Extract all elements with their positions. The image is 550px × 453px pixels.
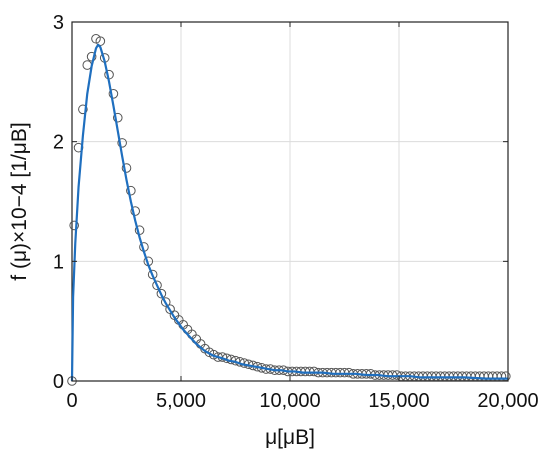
grid bbox=[72, 22, 508, 381]
y-tick-label: 0 bbox=[53, 371, 64, 393]
data-point bbox=[108, 89, 119, 99]
data-point bbox=[130, 206, 141, 216]
y-tick-label: 3 bbox=[53, 12, 64, 34]
data-point bbox=[126, 185, 136, 196]
y-tick-label: 1 bbox=[53, 251, 64, 273]
data-point bbox=[147, 269, 158, 280]
x-tick-label: 15,000 bbox=[368, 390, 429, 412]
data-point bbox=[152, 280, 162, 291]
data-point bbox=[86, 51, 97, 62]
marks bbox=[67, 33, 511, 386]
x-tick-label: 5,000 bbox=[156, 390, 206, 412]
y-tick-label: 2 bbox=[53, 132, 64, 154]
data-point bbox=[117, 138, 127, 148]
ticks: 0 5,000 10,000 15,000 20,000 0 1 2 3 bbox=[53, 12, 539, 412]
x-tick-label: 20,000 bbox=[477, 390, 538, 412]
x-tick-label: 0 bbox=[66, 390, 77, 412]
x-tick-label: 10,000 bbox=[259, 390, 320, 412]
data-point bbox=[95, 36, 106, 46]
fit-curve-line bbox=[70, 43, 508, 382]
data-point bbox=[156, 288, 167, 299]
data-point bbox=[496, 371, 507, 382]
data-point bbox=[69, 220, 79, 231]
y-axis-label: f (μ)×10−4 [1/μB] bbox=[8, 122, 31, 280]
data-point bbox=[121, 163, 132, 173]
data-point bbox=[160, 297, 171, 307]
data-point bbox=[112, 112, 123, 123]
x-axis-label: μ[μB] bbox=[265, 426, 315, 449]
data-point bbox=[78, 104, 88, 115]
axis-labels: μ[μB] f (μ)×10−4 [1/μB] bbox=[8, 122, 315, 449]
